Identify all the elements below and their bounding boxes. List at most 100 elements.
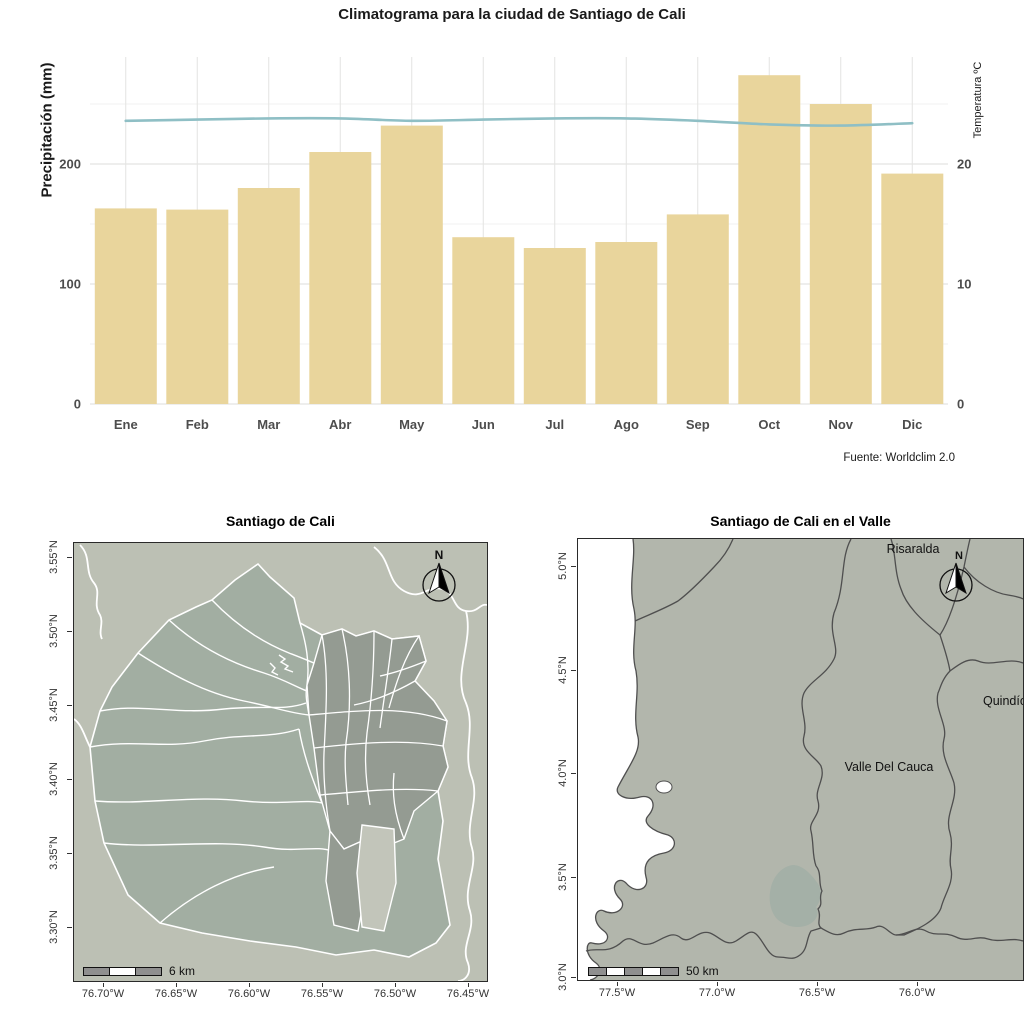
label-valle-del-cauca: Valle Del Cauca <box>844 760 934 774</box>
y-right-tick-label: 0 <box>957 397 964 412</box>
y-left-tick-label: 0 <box>74 397 81 412</box>
scalebar-segment <box>642 966 661 976</box>
x-tick-mark <box>717 982 718 986</box>
scale-bar: 6 km <box>83 964 195 978</box>
x-tick-label: 76.55°W <box>300 988 344 1000</box>
boundary-line <box>392 772 405 840</box>
x-tick-label-Jun: Jun <box>472 417 495 432</box>
scalebar-segment <box>109 966 136 976</box>
bar-Abr <box>309 152 372 404</box>
x-tick-label-Ene: Ene <box>114 417 138 432</box>
y-tick-mark <box>571 670 576 671</box>
map-valle-title: Santiago de Cali en el Valle <box>710 513 891 529</box>
x-tick-mark <box>176 983 177 987</box>
y-tick-label: 3.55°N <box>48 540 60 574</box>
scalebar-segment <box>606 966 625 976</box>
comuna-boundaries <box>308 628 448 840</box>
x-tick-label-Mar: Mar <box>257 417 280 432</box>
bar-Oct <box>738 75 801 404</box>
x-tick-mark <box>817 982 818 986</box>
scalebar-label: 6 km <box>169 964 196 978</box>
department-borders <box>585 539 1023 959</box>
map-valle-canvas: N <box>578 539 1023 980</box>
boundary-line <box>159 866 275 924</box>
y-tick-label: 3.40°N <box>48 762 60 796</box>
north-label: N <box>435 548 444 562</box>
boundary-line <box>341 628 351 806</box>
x-tick-mark <box>468 983 469 987</box>
boundary-line <box>99 702 307 712</box>
scalebar-segment <box>83 966 110 976</box>
coastline <box>586 539 675 980</box>
x-tick-label: 76.5°W <box>798 987 836 999</box>
x-tick-label: 76.50°W <box>373 988 417 1000</box>
boundary-line <box>89 728 300 748</box>
y-right-tick-label: 20 <box>957 157 971 172</box>
y-axis-title-temperature: Temperatura ºC <box>972 61 984 139</box>
y-tick-mark <box>67 705 72 706</box>
boundary-line <box>313 741 444 749</box>
x-tick-label-Dic: Dic <box>902 417 922 432</box>
y-right-tick-label: 10 <box>957 277 971 292</box>
y-tick-mark <box>67 557 72 558</box>
x-tick-label: 77.5°W <box>598 987 636 999</box>
scalebar-segment <box>660 966 679 976</box>
y-tick-label: 3.50°N <box>48 614 60 648</box>
department-border <box>801 539 852 867</box>
north-arrow: N <box>939 550 973 602</box>
department-border <box>939 634 951 672</box>
boundary-line <box>269 662 279 676</box>
ocean <box>578 539 675 980</box>
precipitation-bars <box>94 75 944 404</box>
y-tick-label: 3.30°N <box>48 910 60 944</box>
x-tick-mark <box>617 982 618 986</box>
map-cali-panel: N 6 km <box>73 542 488 982</box>
boundary-line <box>353 680 416 706</box>
y-tick-label: 3.45°N <box>48 688 60 722</box>
boundary-line <box>103 842 333 852</box>
scalebar-label: 50 km <box>686 964 719 978</box>
x-tick-label-Abr: Abr <box>329 417 351 432</box>
cali-highlight <box>769 865 821 927</box>
bar-Ene <box>94 208 157 404</box>
boundary-line <box>278 654 294 673</box>
bar-Jun <box>452 237 515 404</box>
x-tick-label: 76.60°W <box>227 988 271 1000</box>
x-tick-label-Ago: Ago <box>614 417 639 432</box>
y-left-tick-label: 200 <box>59 157 81 172</box>
x-tick-label-Oct: Oct <box>758 417 780 432</box>
y-tick-mark <box>571 877 576 878</box>
boundary-line <box>298 728 323 804</box>
y-tick-label: 4.5°N <box>557 656 569 684</box>
y-axis-title-precipitation: Precipitación (mm) <box>38 62 56 198</box>
map-valle-panel: N Risaralda Quindío Valle Del Cauca 50 k… <box>577 538 1024 981</box>
x-tick-label: 76.70°W <box>81 988 125 1000</box>
y-tick-label: 3.5°N <box>557 863 569 891</box>
boundary-line <box>211 599 319 666</box>
y-tick-mark <box>67 927 72 928</box>
bar-Mar <box>237 188 300 404</box>
bar-Jul <box>523 248 586 404</box>
boundary-line <box>379 638 393 729</box>
north-label: N <box>955 550 963 562</box>
x-tick-label-Jul: Jul <box>545 417 564 432</box>
x-tick-mark <box>103 983 104 987</box>
north-arrow-right <box>955 562 967 595</box>
bar-Nov <box>809 104 872 404</box>
north-arrow: N <box>422 548 456 602</box>
label-quindio: Quindío <box>983 694 1024 708</box>
y-tick-mark <box>67 631 72 632</box>
y-tick-mark <box>67 779 72 780</box>
bar-Ago <box>595 242 658 404</box>
bay-island <box>655 780 673 794</box>
boundary-line <box>308 709 448 722</box>
light-comuna <box>356 824 397 932</box>
river <box>74 718 91 748</box>
department-border <box>896 659 1023 936</box>
y-tick-mark <box>571 773 576 774</box>
x-tick-mark <box>917 982 918 986</box>
label-risaralda: Risaralda <box>886 542 940 556</box>
x-tick-mark <box>395 983 396 987</box>
y-tick-label: 4.0°N <box>557 759 569 787</box>
